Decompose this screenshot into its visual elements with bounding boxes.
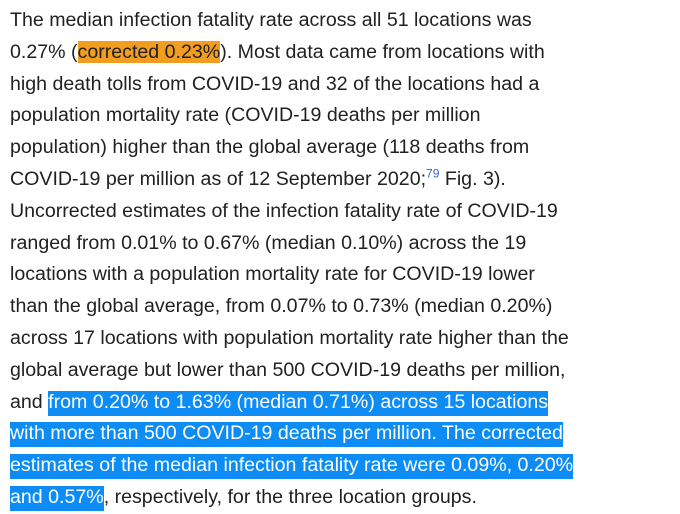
reference-link-79[interactable]: 79 — [426, 166, 440, 181]
text-line-8: ranged from 0.01% to 0.67% (median 0.10%… — [10, 228, 678, 260]
text-line-10: than the global average, from 0.07% to 0… — [10, 291, 678, 323]
text-segment: , respectively, for the three location g… — [103, 485, 477, 508]
text-segment: global average but lower than 500 COVID-… — [10, 358, 566, 381]
text-segment: population mortality rate (COVID-19 deat… — [10, 104, 481, 127]
selected-text[interactable]: estimates of the median infection fatali… — [10, 454, 574, 480]
text-segment: high death tolls from COVID-19 and 32 of… — [10, 72, 540, 95]
text-line-4: population mortality rate (COVID-19 deat… — [10, 100, 678, 132]
selected-text[interactable]: and 0.57% — [10, 485, 104, 511]
text-line-12: global average but lower than 500 COVID-… — [10, 355, 678, 387]
text-line-14: with more than 500 COVID-19 deaths per m… — [10, 418, 678, 450]
text-segment: across 17 locations with population mort… — [10, 326, 569, 349]
highlighted-corrected-value: corrected 0.23% — [77, 40, 221, 63]
text-segment: 0.27% ( — [10, 40, 78, 63]
text-line-6: COVID-19 per million as of 12 September … — [10, 164, 678, 196]
text-line-7: Uncorrected estimates of the infection f… — [10, 196, 678, 228]
text-segment: Uncorrected estimates of the infection f… — [10, 199, 558, 222]
text-line-11: across 17 locations with population mort… — [10, 323, 678, 355]
text-line-9: locations with a population mortality ra… — [10, 259, 678, 291]
text-line-15: estimates of the median infection fatali… — [10, 450, 678, 482]
article-paragraph: The median infection fatality rate acros… — [10, 5, 678, 514]
text-segment: ). Most data came from locations with — [220, 40, 545, 63]
text-segment: locations with a population mortality ra… — [10, 263, 535, 286]
text-line-16: and 0.57%, respectively, for the three l… — [10, 482, 678, 514]
text-segment: ranged from 0.01% to 0.67% (median 0.10%… — [10, 231, 527, 254]
selected-text[interactable]: from 0.20% to 1.63% (median 0.71%) acros… — [48, 390, 549, 416]
text-segment: population) higher than the global avera… — [10, 136, 530, 159]
text-segment: The median infection fatality rate acros… — [10, 9, 532, 31]
selected-text[interactable]: with more than 500 COVID-19 deaths per m… — [10, 422, 563, 448]
text-segment: Fig. 3). — [439, 167, 506, 190]
text-line-2: 0.27% (corrected 0.23%). Most data came … — [10, 37, 678, 69]
text-line-3: high death tolls from COVID-19 and 32 of… — [10, 69, 678, 101]
text-segment: COVID-19 per million as of 12 September … — [10, 167, 427, 190]
text-segment: than the global average, from 0.07% to 0… — [10, 295, 553, 318]
text-segment: and — [10, 390, 49, 413]
text-line-5: population) higher than the global avera… — [10, 132, 678, 164]
text-line-13: and from 0.20% to 1.63% (median 0.71%) a… — [10, 387, 678, 419]
text-line-1: The median infection fatality rate acros… — [10, 5, 678, 37]
